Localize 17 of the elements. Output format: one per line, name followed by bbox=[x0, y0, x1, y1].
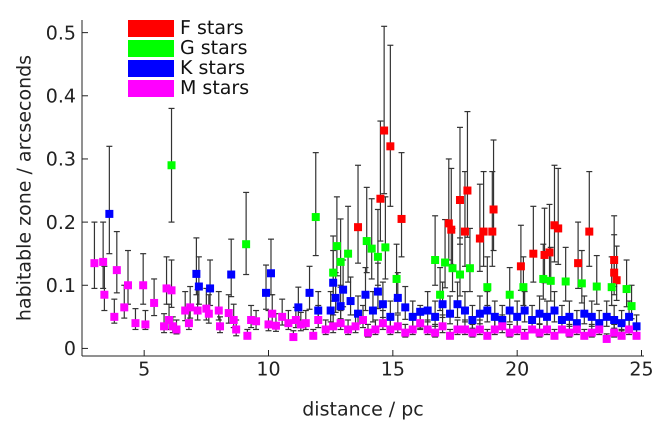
x-tick-label: 10 bbox=[256, 358, 281, 380]
y-axis-title: habitable zone / arcseconds bbox=[14, 54, 36, 322]
legend-label: G stars bbox=[180, 36, 248, 58]
x-axis-title: distance / pc bbox=[302, 398, 424, 420]
x-tick-label: 5 bbox=[138, 358, 150, 380]
y-tick-label: 0 bbox=[64, 338, 76, 360]
legend-label: M stars bbox=[180, 76, 250, 98]
y-tick-label: 0.1 bbox=[46, 275, 76, 298]
x-tick-label: 20 bbox=[505, 358, 530, 380]
legend-label: F stars bbox=[180, 16, 244, 38]
x-tick-label: 15 bbox=[380, 358, 405, 380]
y-tick-label: 0.5 bbox=[46, 22, 76, 44]
y-tick-label: 0.4 bbox=[46, 86, 76, 108]
legend-label: K stars bbox=[180, 56, 246, 78]
y-tick-label: 0.2 bbox=[46, 212, 76, 234]
y-tick-label: 0.3 bbox=[46, 148, 76, 171]
x-tick-label: 25 bbox=[629, 358, 654, 380]
